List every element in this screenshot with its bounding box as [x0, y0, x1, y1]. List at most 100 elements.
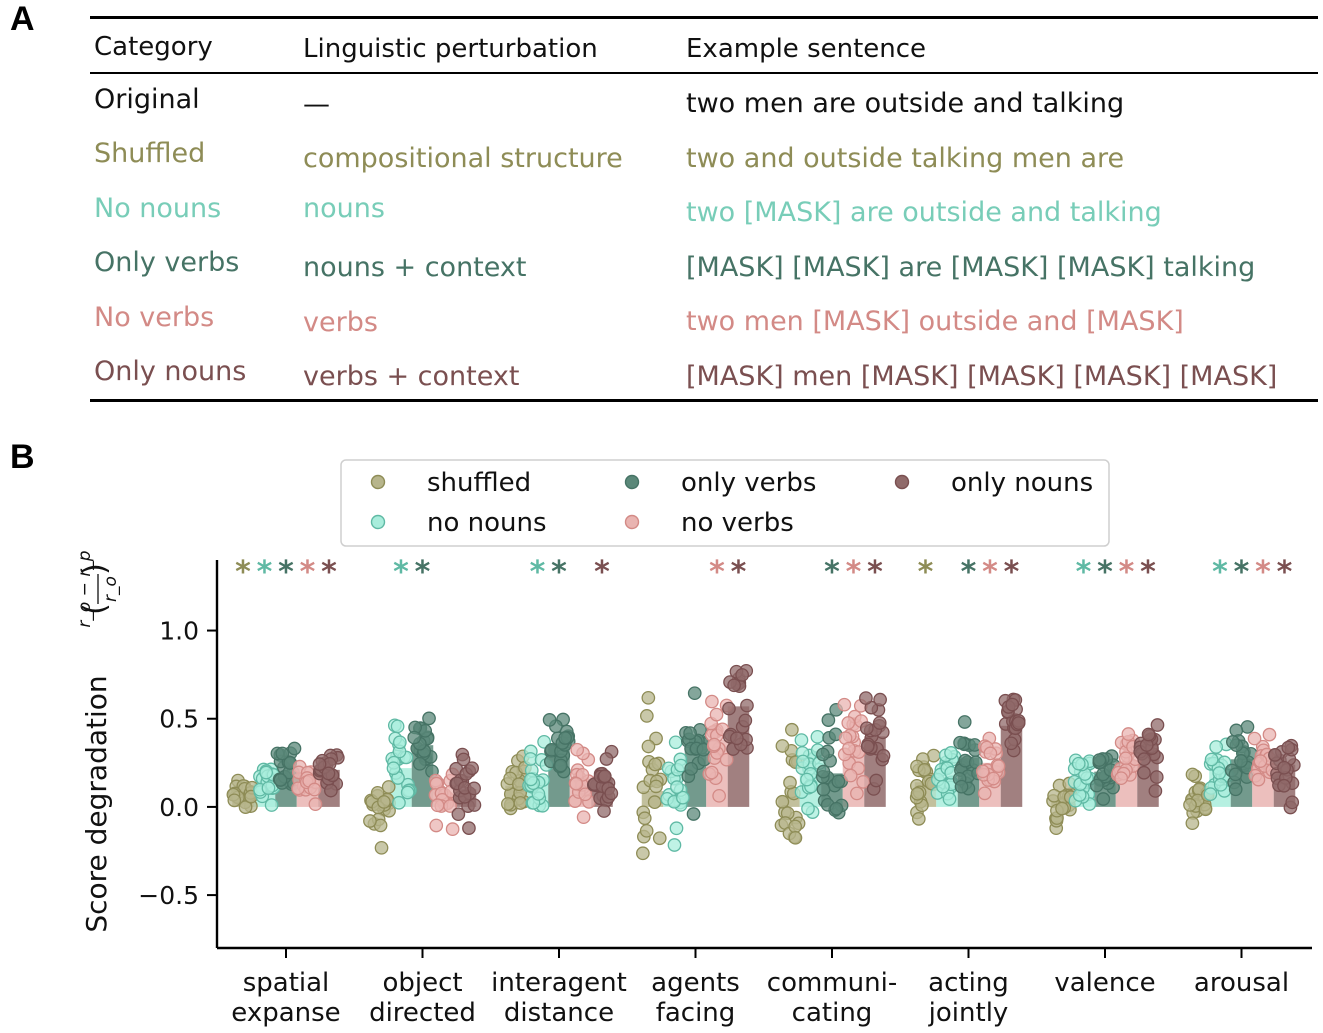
data-point — [576, 810, 591, 825]
data-point — [788, 819, 803, 834]
data-point — [639, 823, 654, 838]
data-point — [686, 807, 701, 821]
legend-marker — [894, 474, 910, 490]
data-point — [1183, 798, 1197, 812]
data-point — [407, 730, 422, 745]
row-example: two [MASK] are outside and talking — [686, 197, 1162, 228]
data-point — [599, 752, 614, 766]
data-point — [669, 821, 684, 836]
data-point — [719, 752, 734, 767]
x-tick-label: communi-cating — [767, 968, 897, 1028]
data-point — [1121, 727, 1136, 741]
perturbation-table: Category Linguistic perturbation Example… — [90, 16, 1318, 404]
significance-marker: * — [867, 555, 883, 590]
legend-marker — [370, 514, 386, 530]
row-example: two and outside talking men are — [686, 143, 1125, 174]
legend-label: shuffled — [427, 468, 531, 498]
row-example: two men are outside and talking — [686, 88, 1125, 119]
data-point — [983, 746, 998, 761]
data-point — [1004, 736, 1019, 751]
row-category: Shuffled — [94, 138, 206, 169]
data-point — [1141, 727, 1156, 742]
data-point — [264, 798, 279, 812]
data-point — [648, 757, 662, 772]
data-point — [709, 707, 724, 722]
significance-marker: * — [1004, 555, 1020, 590]
data-point — [443, 799, 457, 813]
legend-box — [340, 459, 1110, 547]
data-point — [1277, 760, 1291, 775]
data-point — [944, 746, 958, 760]
data-point — [647, 795, 662, 809]
significance-marker: * — [1076, 555, 1092, 590]
data-point — [821, 713, 836, 727]
data-point — [307, 782, 322, 797]
data-point — [968, 755, 983, 770]
data-point — [639, 709, 654, 723]
data-point — [597, 769, 612, 784]
row-category: No verbs — [94, 302, 215, 333]
data-point — [860, 739, 875, 754]
data-point — [324, 783, 338, 798]
row-category: Original — [94, 84, 200, 115]
significance-marker: * — [321, 555, 337, 590]
data-point — [578, 787, 593, 802]
data-point — [430, 798, 445, 813]
y-tick-label: 1.0 — [159, 617, 199, 646]
data-point — [273, 773, 288, 787]
formula-numerator: r_o − r_p — [75, 550, 95, 627]
legend-label: no verbs — [681, 508, 794, 538]
data-point — [1148, 784, 1163, 798]
data-point — [917, 763, 932, 777]
data-point — [953, 735, 967, 750]
significance-marker: * — [824, 555, 840, 590]
data-point — [531, 787, 546, 801]
data-point — [1277, 778, 1291, 793]
data-point — [1149, 770, 1164, 784]
data-point — [957, 715, 972, 729]
data-point — [1137, 765, 1151, 780]
data-point — [465, 761, 479, 776]
data-point — [363, 814, 377, 828]
data-point — [381, 780, 396, 794]
data-point — [942, 792, 957, 806]
data-point — [1118, 751, 1133, 766]
data-point — [275, 746, 290, 761]
significance-marker: * — [731, 555, 747, 590]
data-point — [1240, 720, 1255, 734]
legend-label: no nouns — [427, 508, 547, 538]
data-point — [259, 765, 273, 780]
data-point — [429, 818, 444, 833]
significance-marker: * — [235, 555, 251, 590]
significance-marker: * — [257, 555, 273, 590]
data-point — [1228, 767, 1243, 782]
chart-canvas: * ** * * * ** * * * * * ** * * * * ** * * * * * *−0.50.00.51.0… — [75, 459, 1312, 1028]
data-point — [775, 739, 790, 753]
data-point — [859, 721, 874, 736]
data-point — [872, 716, 887, 730]
data-point — [558, 731, 572, 745]
data-point — [683, 726, 697, 740]
data-point — [1092, 753, 1107, 767]
x-tick-label: arousal — [1194, 968, 1289, 998]
table-header-rule — [90, 72, 1318, 74]
data-point — [1089, 778, 1104, 793]
data-point — [1185, 816, 1200, 831]
x-tick-label: valence — [1054, 968, 1155, 998]
data-point — [1247, 731, 1262, 746]
data-point — [1209, 740, 1224, 754]
significance-marker: * — [1140, 555, 1156, 590]
data-point — [1213, 777, 1228, 792]
formula-paren: ) — [78, 563, 113, 575]
data-point — [524, 772, 538, 787]
data-point — [501, 797, 515, 811]
table-top-rule — [90, 16, 1318, 19]
data-point — [513, 796, 528, 810]
data-point — [462, 821, 476, 835]
significance-marker: * — [278, 555, 294, 590]
data-point — [1228, 782, 1243, 797]
data-point — [456, 752, 471, 767]
data-point — [641, 690, 656, 705]
data-point — [1198, 802, 1213, 817]
data-point — [856, 775, 871, 789]
